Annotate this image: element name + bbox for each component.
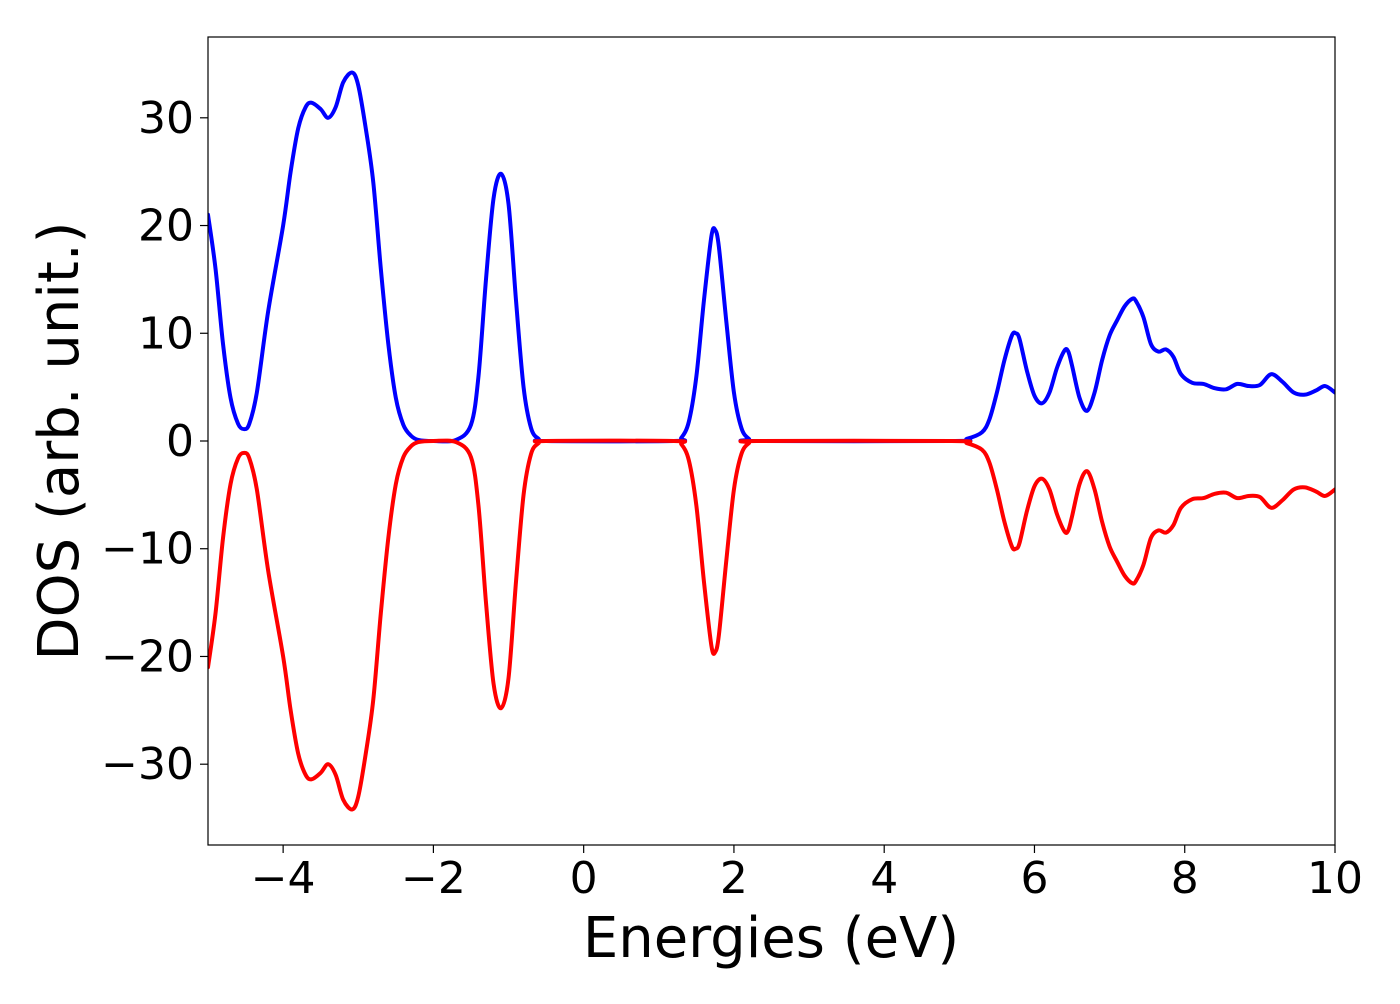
y-tick-label: −10 <box>101 524 194 575</box>
y-tick-label: 0 <box>166 416 194 467</box>
x-tick-label: 10 <box>1307 853 1363 904</box>
x-tick-label: 6 <box>1020 853 1048 904</box>
x-tick-label: 4 <box>870 853 898 904</box>
x-tick-label: −4 <box>251 853 316 904</box>
series-layer <box>208 70 1335 812</box>
y-axis-ticks: −30 −20 −10 0 10 20 30 <box>101 93 208 790</box>
series-line-2 <box>208 438 1335 812</box>
x-axis-label: Energies (eV) <box>583 906 959 971</box>
y-tick-label: 20 <box>138 201 194 252</box>
y-tick-label: −30 <box>101 739 194 790</box>
x-tick-label: −2 <box>401 853 466 904</box>
y-tick-label: 10 <box>138 308 194 359</box>
x-axis-ticks: −4 −2 0 2 4 6 8 10 <box>251 845 1363 904</box>
x-tick-label: 8 <box>1171 853 1199 904</box>
y-axis-label: DOS (arb. unit.) <box>27 221 92 660</box>
series-line-1 <box>208 70 1335 444</box>
x-tick-label: 2 <box>720 853 748 904</box>
y-tick-label: −20 <box>101 631 194 682</box>
x-tick-label: 0 <box>570 853 598 904</box>
y-tick-label: 30 <box>138 93 194 144</box>
